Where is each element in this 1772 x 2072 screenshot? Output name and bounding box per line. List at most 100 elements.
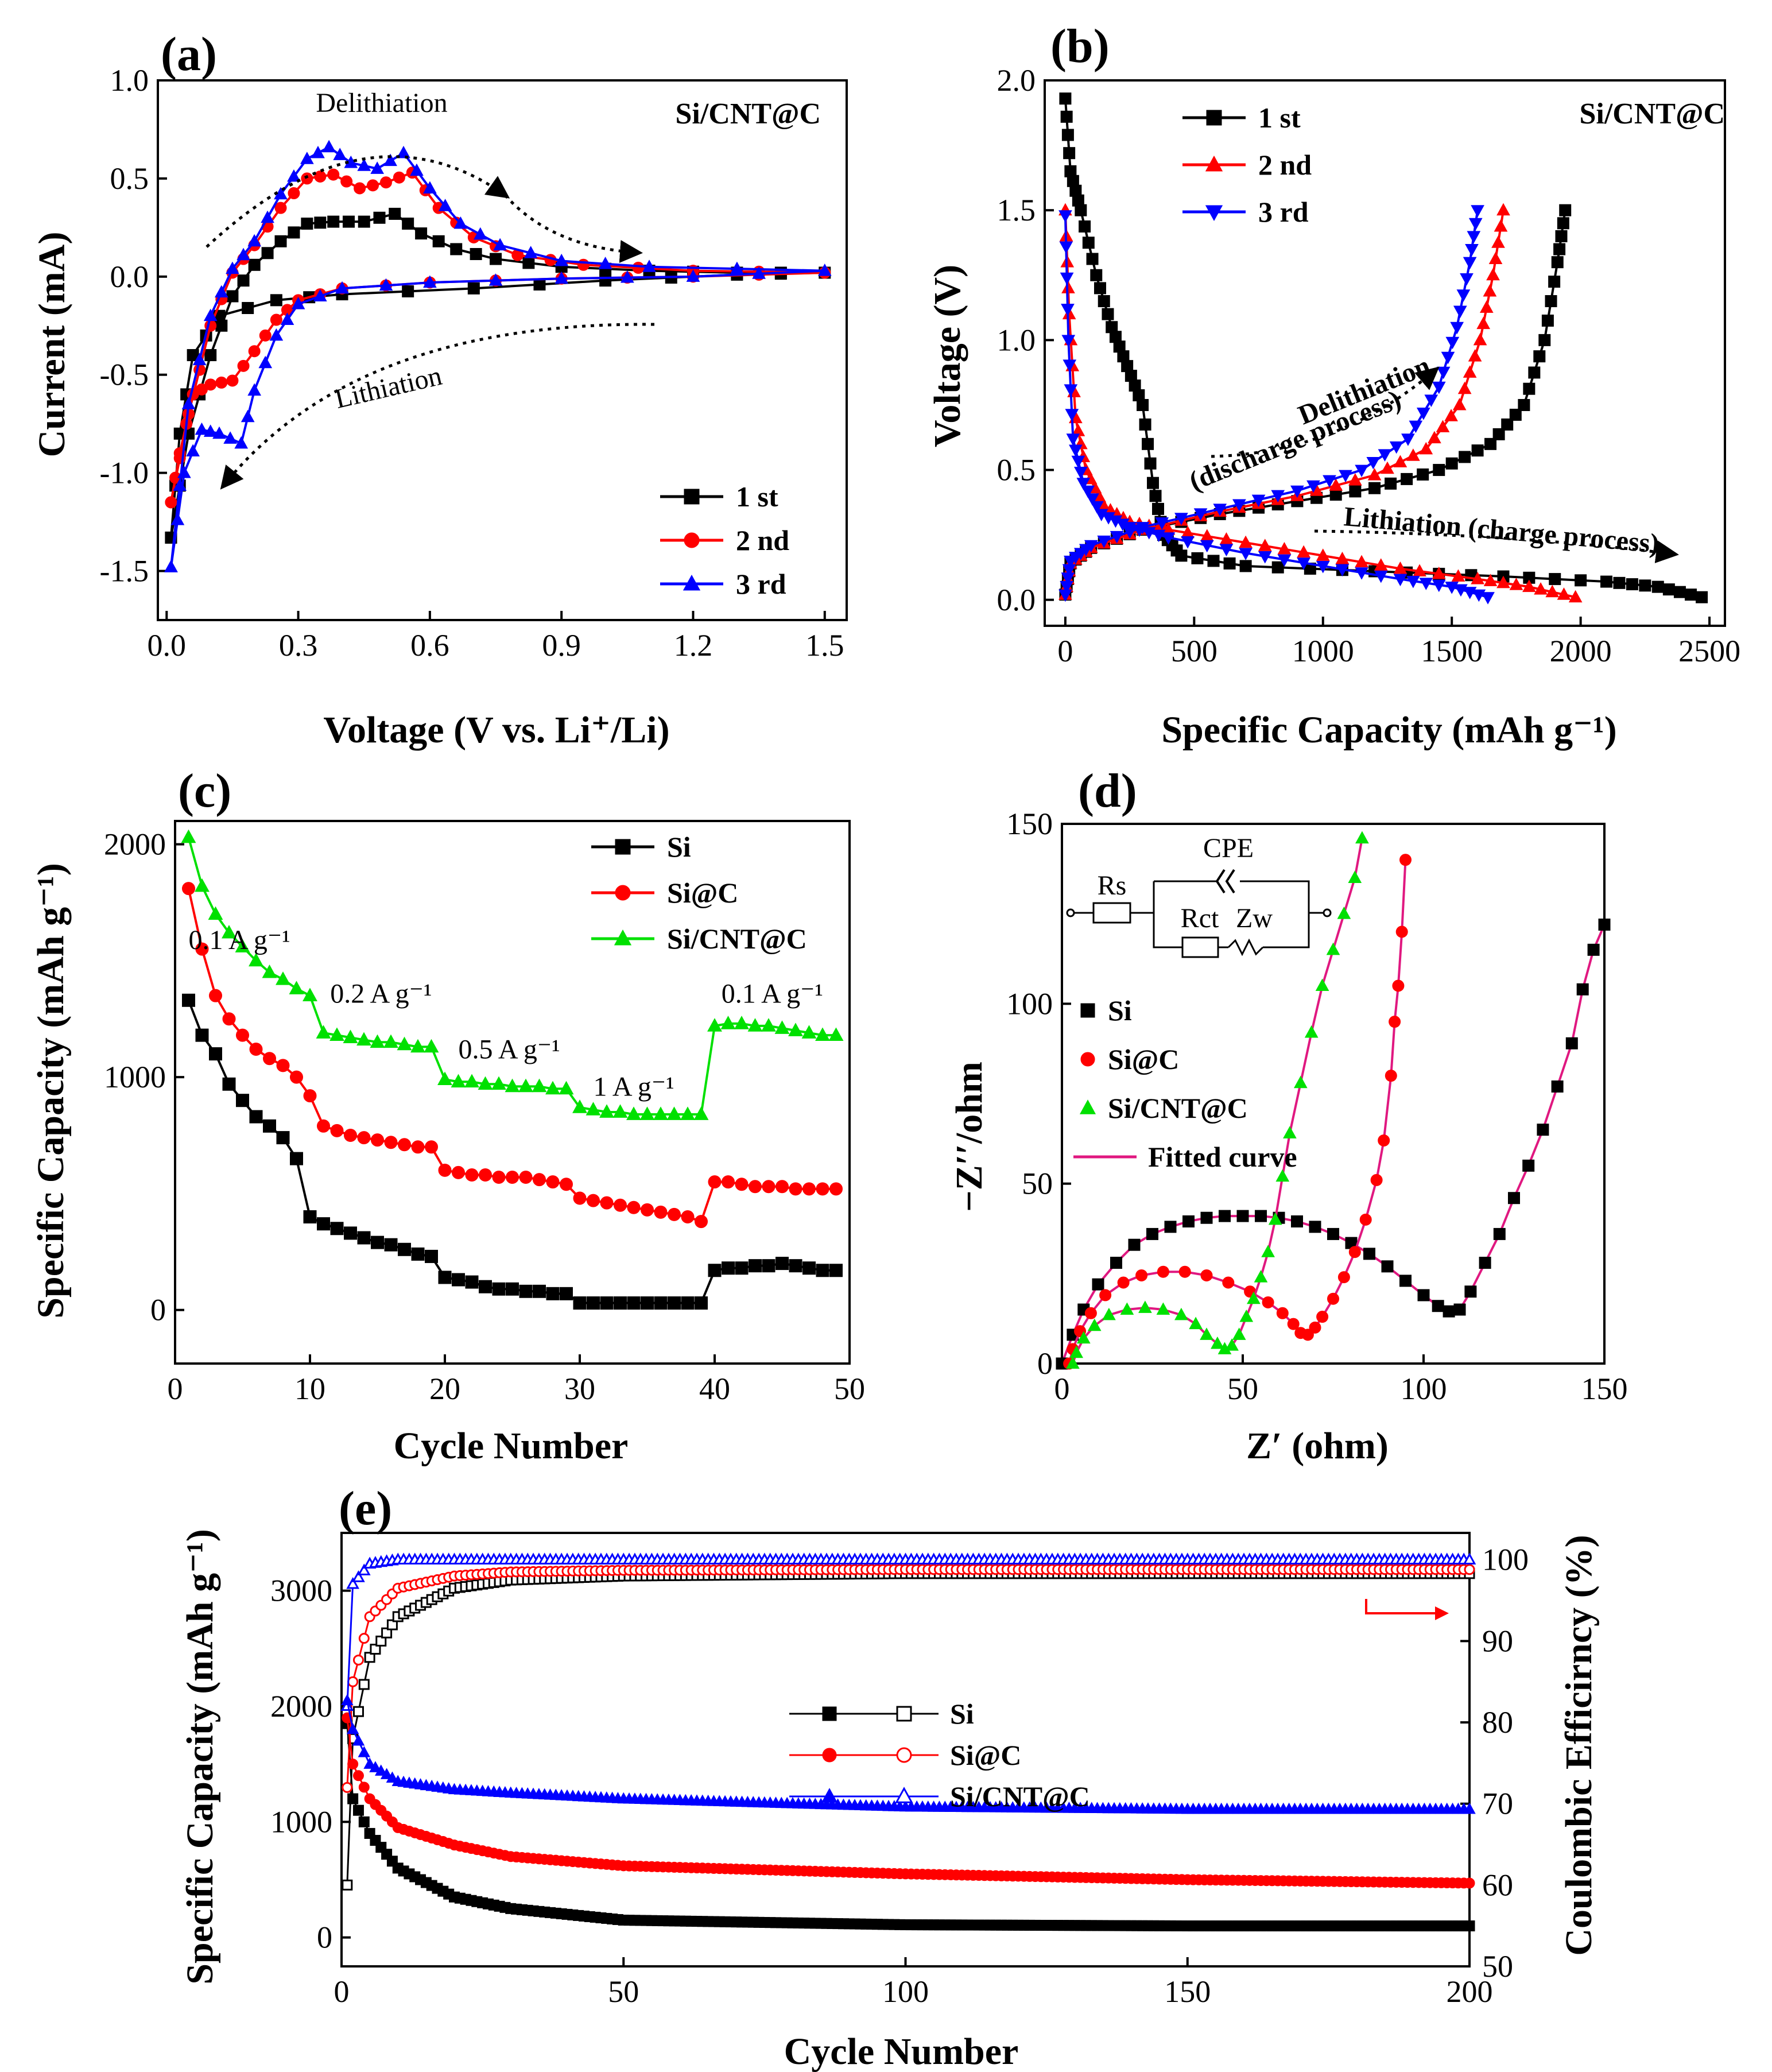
panel-a-series-2-point	[620, 270, 634, 283]
panel-a-series-0-point	[490, 253, 502, 265]
panel-b-series-1-charge-point	[1436, 420, 1450, 432]
panel-c-series-1-point	[789, 1182, 802, 1196]
panel-b-xtick-label: 2500	[1678, 634, 1740, 668]
panel-b-series-2-charge-point	[1366, 457, 1381, 470]
panel-e-series-1-capacity-point	[347, 1759, 359, 1770]
panel-a-series-2-point	[642, 260, 656, 272]
panel-c-series-2-point	[707, 1018, 722, 1032]
panel-c-series-1-point	[290, 1070, 303, 1084]
panel-c-series-0-point	[614, 1296, 627, 1310]
panel-c-series-0-point	[627, 1296, 641, 1310]
panel-b-series-0-charge-point	[1551, 256, 1564, 269]
panel-b-series-2-discharge-point	[1393, 574, 1407, 587]
panel-a-arrow-delithiation-1	[205, 155, 510, 248]
circuit-terminal	[1066, 908, 1075, 917]
panel-b-series-2-discharge-point	[1061, 304, 1075, 316]
panel-a-series-0-point	[342, 215, 355, 228]
panel-b-series-0-discharge-point	[1075, 204, 1087, 216]
panel-b-series-0-discharge-point	[1673, 586, 1686, 598]
panel-d-series-1-point	[1327, 1292, 1339, 1305]
panel-d-series-2-point	[1189, 1316, 1203, 1330]
panel-c-series-2-point	[289, 981, 304, 994]
panel-c-series-1-point	[182, 882, 195, 896]
panel-b-series-0-discharge-point	[1600, 575, 1613, 588]
panel-d-series-0-point	[1508, 1192, 1520, 1205]
panel-d-series-0-point	[1399, 1275, 1412, 1287]
panel-c-series-0-point	[668, 1296, 681, 1310]
panel-d-xtick-label: 100	[1401, 1372, 1447, 1406]
panel-b-series-2-charge-point	[1084, 540, 1098, 553]
panel-a-series-2-point	[357, 158, 371, 171]
legend-entry: Si@C	[667, 877, 738, 909]
panel-b-series-2-charge-point	[1432, 381, 1446, 394]
panel-d-series-0-point	[1598, 918, 1611, 931]
panel-a-series-0-point	[470, 248, 482, 261]
panel-c-ytick-label: 1000	[104, 1060, 166, 1094]
panel-c-series-2-point	[599, 1104, 614, 1118]
panel-b-series-2-charge-point	[1468, 218, 1483, 231]
panel-b-series-2-discharge-point	[1355, 567, 1368, 580]
panel-a-series-2-point	[234, 436, 249, 449]
panel-d-series-0-point	[1537, 1124, 1549, 1136]
panel-c-series-1-point	[519, 1171, 533, 1184]
panel-c-series-1-point	[438, 1163, 452, 1177]
panel-c-rate-capability: (c) Cycle Number Specific Capacity (mAh …	[30, 764, 865, 1467]
panel-b-series-2-discharge-point	[1142, 527, 1156, 540]
panel-b-series-1-charge-point	[1479, 300, 1494, 313]
panel-b-series-2-discharge-point	[1419, 578, 1433, 590]
panel-d-legend: Si Si@C Si/CNT@C Fitted curve	[1073, 994, 1297, 1173]
panel-c-series-2-point	[316, 1025, 331, 1039]
panel-c-series-0-point	[317, 1217, 330, 1231]
circuit-cpe-symbol	[1215, 869, 1235, 894]
panel-c-series-0-point	[789, 1259, 802, 1273]
panel-d-series-0-point	[1309, 1221, 1321, 1233]
panel-c-series-1-point	[411, 1140, 425, 1154]
panel-c-series-2-point	[410, 1039, 425, 1053]
legend-entry: Si/CNT@C	[1108, 1092, 1248, 1124]
panel-c-series-0-point	[182, 993, 195, 1007]
panel-c-frame	[174, 820, 851, 1365]
panel-c-series-1-point	[317, 1119, 330, 1133]
panel-b-series-2-discharge-point	[1076, 478, 1091, 490]
legend-marker	[1080, 1003, 1095, 1018]
circuit-rs-label: Rs	[1098, 870, 1127, 901]
panel-b-charge-discharge: (b) Si/CNT@C Delithiation (discharge pro…	[926, 20, 1740, 751]
panel-b-ytick-label: 0.0	[997, 583, 1036, 617]
panel-c-series-2-point	[545, 1080, 560, 1095]
panel-b-series-1-discharge-point	[1471, 572, 1484, 584]
panel-b-series-2-charge-point	[1232, 499, 1246, 512]
panel-b-xtick-label: 0	[1057, 634, 1073, 668]
panel-b-series-0-charge-point	[1509, 408, 1522, 421]
panel-c-series-0-point	[722, 1261, 735, 1275]
panel-a-series-1-point	[270, 313, 282, 326]
panel-a-series-2-point	[383, 153, 397, 166]
panel-d-series-1-point	[1287, 1318, 1300, 1330]
panel-b-series-0-discharge-point	[1102, 308, 1114, 320]
legend-entry: Fitted curve	[1148, 1141, 1297, 1173]
panel-a-series-2-point	[311, 145, 325, 158]
panel-a-series-0-point	[522, 257, 535, 269]
panel-e-series-0-efficiency-point	[386, 1619, 398, 1631]
panel-c-series-1-point	[195, 942, 209, 956]
panel-b-series-0-charge-point	[1433, 464, 1445, 477]
panel-a-series-0-point	[242, 302, 254, 315]
panel-c-series-0-point	[344, 1226, 357, 1240]
panel-b-series-0-discharge-point	[1144, 457, 1157, 470]
panel-a-series-0-point	[599, 274, 612, 287]
panel-d-series-1-point	[1337, 1271, 1350, 1284]
panel-a-series-1-point	[226, 374, 239, 387]
panel-c-series-2-point	[828, 1027, 844, 1041]
panel-d-equivalent-circuit: Rs CPE Rct Zw	[1066, 833, 1332, 958]
panel-b-series-0-charge-point	[1459, 451, 1471, 463]
panel-c-series-1-point	[357, 1131, 371, 1145]
panel-b-series-2-discharge-point	[1432, 579, 1446, 592]
panel-c-series-1-point	[600, 1196, 614, 1210]
panel-c-series-2-point	[586, 1102, 601, 1116]
panel-d-series-0-point	[1565, 1037, 1578, 1049]
panel-a-corner-label: Si/CNT@C	[675, 98, 821, 130]
panel-c-series-0-point	[425, 1249, 438, 1263]
panel-a-series-2-point	[438, 199, 452, 211]
panel-c-series-0-point	[560, 1287, 573, 1300]
panel-e-series-2-capacity-point	[369, 1761, 382, 1772]
panel-c-series-2-point	[370, 1034, 385, 1048]
